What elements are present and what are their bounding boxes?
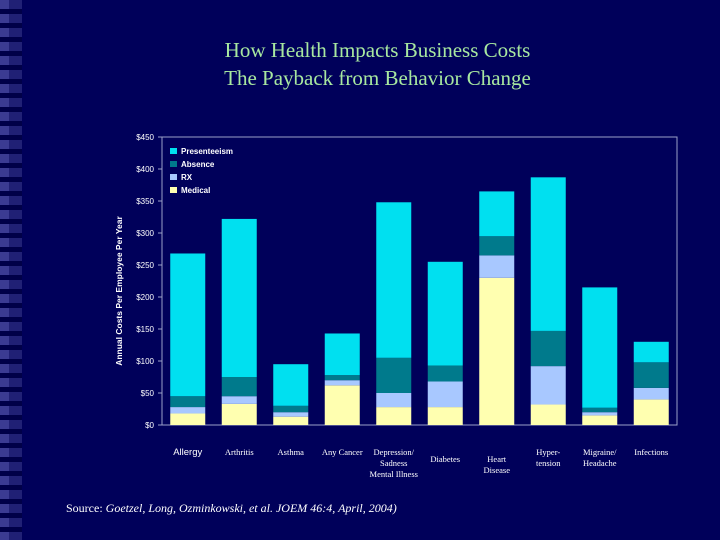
bar-segment-medical	[170, 413, 206, 425]
bar-segment-presenteeism	[273, 364, 309, 406]
bar-segment-rx	[479, 255, 515, 278]
legend-label-medical: Medical	[181, 186, 210, 195]
bar-segment-absence	[221, 377, 257, 397]
y-tick-label: $400	[136, 165, 154, 174]
x-category-label: Allergy	[173, 447, 202, 458]
bar-segment-presenteeism	[479, 191, 515, 237]
bar-segment-presenteeism	[530, 177, 566, 331]
y-tick-label: $150	[136, 325, 154, 334]
bar-segment-rx	[273, 412, 309, 417]
bar-segment-presenteeism	[324, 333, 360, 376]
x-category-label: Hyper-	[536, 447, 560, 457]
chart-title-line-2: The Payback from Behavior Change	[224, 66, 531, 90]
bar-segment-medical	[273, 416, 309, 425]
bar-segment-absence	[427, 365, 463, 382]
x-category-label: Mental Illness	[370, 469, 418, 479]
x-category-label: Sadness	[380, 458, 407, 468]
bar-segment-medical	[221, 403, 257, 425]
x-category-label: Disease	[484, 465, 511, 475]
bar-segment-medical	[427, 407, 463, 425]
bar-segment-rx	[376, 393, 412, 408]
x-category-label: Infections	[634, 447, 668, 457]
y-tick-label: $100	[136, 357, 154, 366]
bar-segment-absence	[170, 396, 206, 408]
y-tick-label: $200	[136, 293, 154, 302]
bar-segment-rx	[530, 366, 566, 405]
bar-segment-medical	[479, 277, 515, 425]
bar-segment-absence	[479, 236, 515, 256]
bar-segment-medical	[530, 404, 566, 425]
chart-area: $0 $50 $100 $150 $200 $250 $300 $350 $400 $450 Ann…	[112, 130, 686, 500]
source-citation: Source: Goetzel, Long, Ozminkowski, et a…	[66, 501, 397, 516]
legend-swatch-absence	[170, 161, 177, 167]
y-tick-label: $450	[136, 133, 154, 142]
legend-swatch-rx	[170, 174, 177, 180]
x-category-label: Depression/	[373, 447, 414, 457]
bar-segment-absence	[633, 362, 669, 388]
source-prefix: Source:	[66, 501, 106, 515]
source-text: Goetzel, Long, Ozminkowski, et al. JOEM …	[105, 501, 397, 515]
legend-label-presenteeism: Presenteeism	[181, 147, 233, 156]
x-category-label: Heart	[487, 454, 507, 464]
x-category-label: Asthma	[278, 447, 305, 457]
bar-segment-presenteeism	[170, 253, 206, 397]
x-category-label: Diabetes	[430, 454, 460, 464]
bar-segment-rx	[633, 387, 669, 400]
bar-segment-presenteeism	[582, 287, 618, 408]
chart-title-line-1: How Health Impacts Business Costs	[224, 38, 531, 62]
legend-label-rx: RX	[181, 173, 193, 182]
stacked-bar-chart: $0 $50 $100 $150 $200 $250 $300 $350 $400 $450 Ann…	[114, 133, 678, 479]
bar-segment-medical	[633, 399, 669, 425]
bar-segment-medical	[582, 415, 618, 425]
bar-segment-absence	[273, 405, 309, 413]
y-tick-label: $300	[136, 229, 154, 238]
x-category-label: Arthritis	[225, 447, 254, 457]
bar-segment-absence	[324, 375, 360, 381]
bar-segment-presenteeism	[376, 202, 412, 358]
y-tick-label: $50	[141, 389, 155, 398]
bar-segment-medical	[376, 407, 412, 425]
bar-segment-rx	[221, 396, 257, 404]
x-category-label: Any Cancer	[322, 447, 363, 457]
decorative-edge-strip	[0, 0, 22, 540]
bar-segment-presenteeism	[221, 218, 257, 377]
y-axis-label: Annual Costs Per Employee Per Year	[114, 216, 124, 366]
legend-swatch-presenteeism	[170, 148, 177, 154]
y-tick-label: $350	[136, 197, 154, 206]
x-category-label: Headache	[583, 458, 617, 468]
bar-segment-absence	[582, 407, 618, 413]
bar-segment-absence	[376, 357, 412, 393]
bar-segment-rx	[170, 407, 206, 414]
bar-segment-presenteeism	[427, 261, 463, 366]
bar-segment-medical	[324, 385, 360, 425]
bar-segment-rx	[582, 412, 618, 416]
x-category-label: tension	[536, 458, 561, 468]
bar-segment-rx	[427, 381, 463, 408]
legend-swatch-medical	[170, 187, 177, 193]
x-category-label: Migraine/	[583, 447, 617, 457]
legend-label-absence: Absence	[181, 160, 215, 169]
y-tick-label: $250	[136, 261, 154, 270]
bar-segment-presenteeism	[633, 341, 669, 363]
y-tick-label: $0	[145, 421, 154, 430]
bar-segment-absence	[530, 330, 566, 367]
bar-segment-rx	[324, 380, 360, 386]
